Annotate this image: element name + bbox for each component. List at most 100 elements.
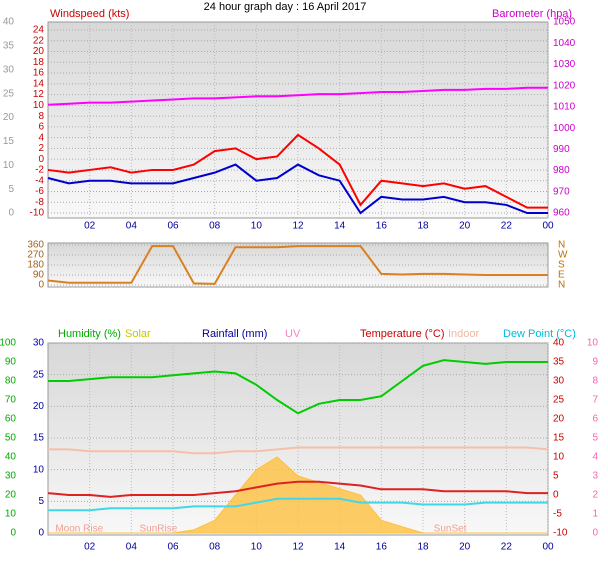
legend-entry: UV (285, 328, 301, 340)
x-tick-label: 04 (126, 542, 138, 553)
y2-tick-label: 15 (553, 433, 565, 444)
y-tick-label: 20 (5, 490, 17, 501)
y3-tick-label: 10 (33, 464, 45, 475)
area (48, 456, 548, 534)
y2-tick-label: 1030 (553, 59, 576, 70)
line (48, 359, 548, 415)
y2-tick-label: S (558, 260, 565, 271)
x-tick-label: 14 (334, 542, 346, 553)
y-tick-label: -10 (30, 208, 45, 219)
plot-area (47, 21, 549, 219)
y-tick-label: 16 (33, 68, 45, 79)
y4-tick-label: 9 (592, 357, 598, 368)
y2-tick-label: 960 (553, 208, 570, 219)
y2-tick-label: 30 (553, 376, 565, 387)
y2-tick-label: 1040 (553, 38, 576, 49)
y-tick-label: 24 (33, 25, 45, 36)
legend-entry: Temperature (°C) (360, 328, 444, 340)
y-tick-label: 10 (33, 100, 45, 111)
y-tick-label: 50 (5, 433, 17, 444)
x-tick-label: 18 (417, 221, 429, 232)
y2-tick-label: 20 (553, 414, 565, 425)
y-tick-label: 70 (5, 395, 17, 406)
x-tick-label: 18 (417, 542, 429, 553)
chart-title: 24 hour graph day : 16 April 2017 (204, 1, 367, 13)
y-tick-label: 0 (10, 528, 16, 539)
y4-tick-label: 1 (592, 509, 598, 520)
y3-tick-label: 35 (3, 41, 15, 52)
y-tick-label: 40 (5, 452, 17, 463)
y-tick-label: 2 (38, 143, 44, 154)
y2-axis-label: Barometer (hpa) (492, 8, 572, 20)
x-tick-label: 12 (292, 542, 304, 553)
y3-tick-label: 20 (33, 401, 45, 412)
y4-tick-label: 5 (592, 433, 598, 444)
x-tick-label: 16 (376, 221, 388, 232)
y2-tick-label: -10 (553, 528, 568, 539)
x-tick-label: 20 (459, 542, 471, 553)
x-tick-label: 06 (167, 542, 179, 553)
y2-tick-label: 970 (553, 186, 570, 197)
y2-tick-label: 5 (553, 471, 559, 482)
x-tick-label: 14 (334, 221, 346, 232)
y3-tick-label: 5 (38, 496, 44, 507)
y-tick-label: 90 (5, 357, 17, 368)
line (48, 497, 548, 512)
y2-tick-label: 0 (553, 490, 559, 501)
y-tick-label: 10 (5, 509, 17, 520)
line (48, 446, 549, 455)
y-tick-label: 360 (27, 240, 44, 251)
y-tick-label: 22 (33, 35, 45, 46)
y-tick-label: 270 (27, 250, 44, 261)
x-tick-label: 22 (501, 542, 513, 553)
x-tick-label: 06 (167, 221, 179, 232)
y-tick-label: 100 (0, 338, 16, 349)
x-tick-label: 10 (251, 542, 263, 553)
y4-tick-label: 6 (592, 414, 598, 425)
y2-tick-label: N (558, 240, 565, 251)
y-tick-label: 90 (33, 270, 45, 281)
y-tick-label: 180 (27, 260, 44, 271)
y2-tick-label: 35 (553, 357, 565, 368)
x-tick-label: 20 (459, 221, 471, 232)
y-tick-label: 12 (33, 89, 45, 100)
line (47, 163, 548, 215)
x-tick-label: 02 (84, 221, 96, 232)
y4-tick-label: 8 (592, 376, 598, 387)
x-tick-label: 00 (542, 221, 554, 232)
line (47, 133, 548, 209)
line (47, 245, 548, 285)
x-tick-label: 00 (542, 542, 554, 553)
y-tick-label: -6 (35, 186, 44, 197)
y3-tick-label: 25 (33, 369, 45, 380)
y2-tick-label: W (558, 250, 568, 261)
x-tick-label: 10 (251, 221, 263, 232)
y-tick-label: 20 (33, 46, 45, 57)
legend-entry: Humidity (%) (58, 328, 121, 340)
y2-tick-label: 1020 (553, 80, 576, 91)
y2-tick-label: -5 (553, 509, 562, 520)
legend-entry: Solar (125, 328, 151, 340)
y-axis-label: Windspeed (kts) (50, 8, 129, 20)
legend-entry: Indoor (448, 328, 480, 340)
y2-tick-label: 1050 (553, 17, 576, 28)
y4-tick-label: 10 (587, 338, 599, 349)
y3-tick-label: 15 (33, 433, 45, 444)
y-tick-label: 8 (38, 111, 44, 122)
y3-tick-label: 40 (3, 17, 15, 28)
x-tick-label: 08 (209, 221, 221, 232)
line (47, 86, 548, 106)
y2-tick-label: 25 (553, 395, 565, 406)
x-tick-label: 16 (376, 542, 388, 553)
y-tick-label: 30 (5, 471, 17, 482)
y3-tick-label: 10 (3, 160, 15, 171)
y2-tick-label: N (558, 280, 565, 291)
x-tick-label: 08 (209, 542, 221, 553)
y-tick-label: -4 (35, 175, 44, 186)
x-tick-label: 22 (501, 221, 513, 232)
x-tick-label: 04 (126, 221, 138, 232)
y4-tick-label: 7 (592, 395, 598, 406)
y-tick-label: 80 (5, 376, 17, 387)
y3-tick-label: 20 (3, 112, 15, 123)
